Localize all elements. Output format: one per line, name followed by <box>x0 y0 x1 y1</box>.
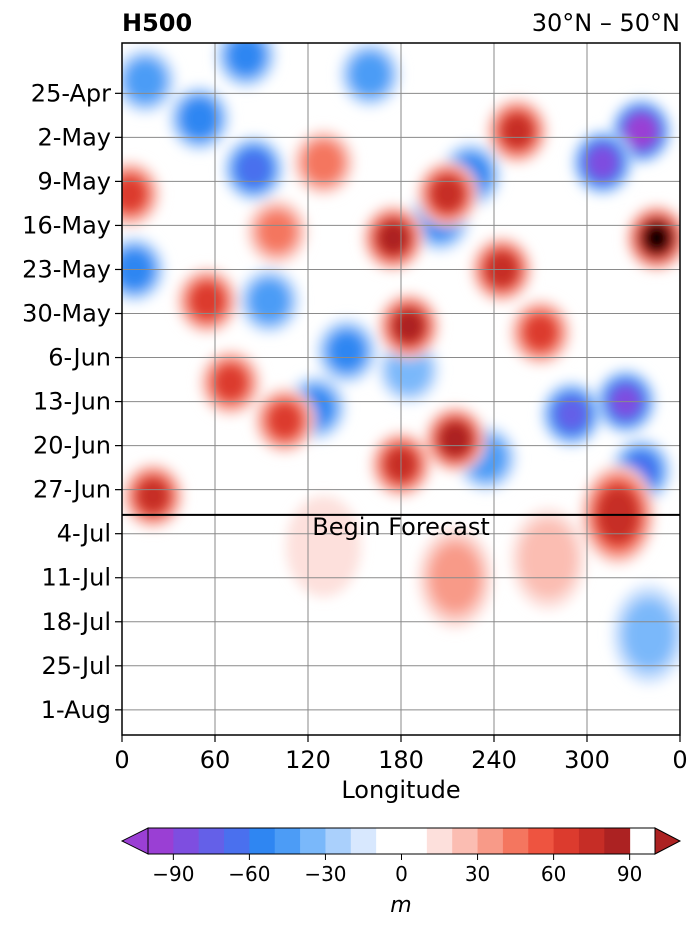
anomaly-blob <box>236 150 271 187</box>
anomaly-blob <box>387 347 431 394</box>
colorbar-tick-label: −60 <box>228 862 270 886</box>
colorbar-segment <box>224 828 250 854</box>
colorbar-segment <box>173 828 200 854</box>
x-tick-label: 0 <box>672 746 687 774</box>
colorbar-segment <box>426 828 453 854</box>
colorbar-segment <box>452 828 479 854</box>
colorbar-segment <box>376 828 428 854</box>
y-tick-label: 13-Jun <box>33 388 111 416</box>
chart-title-right: 30°N – 50°N <box>532 9 680 37</box>
anomaly-blob <box>624 600 674 668</box>
anomaly-blob <box>249 280 289 322</box>
anomaly-blob <box>439 422 471 456</box>
anomaly-blob <box>125 60 165 102</box>
y-tick-label: 6-Jun <box>48 344 111 372</box>
anomaly-blob <box>378 222 408 254</box>
colorbar-segment <box>502 828 529 854</box>
anomaly-blob <box>502 114 533 148</box>
colorbar-segment <box>528 828 555 854</box>
chart-title-left: H500 <box>122 9 192 37</box>
y-tick-label: 2-May <box>37 123 111 151</box>
colorbar-tick-label: −30 <box>304 862 346 886</box>
anomaly-blob <box>268 403 301 438</box>
colorbar-segment <box>148 828 174 854</box>
anomaly-blob <box>587 146 618 179</box>
colorbar-extend-max <box>654 827 682 855</box>
y-tick-label: 18-Jul <box>42 608 112 636</box>
x-tick-label: 60 <box>200 746 231 774</box>
anomaly-blob <box>258 212 296 252</box>
titles: H500 30°N – 50°N <box>122 9 680 37</box>
y-tick-label: 30-May <box>22 300 111 328</box>
y-tick-label: 11-Jul <box>42 564 112 592</box>
x-tick-label: 240 <box>471 746 517 774</box>
colorbar-segment <box>604 828 631 854</box>
anomaly-blob <box>286 495 361 597</box>
colorbar-segment <box>350 828 377 854</box>
y-tick-label: 9-May <box>37 167 111 195</box>
begin-forecast-label: Begin Forecast <box>312 513 490 541</box>
colorbar-tick-label: 0 <box>395 862 408 886</box>
y-tick-label: 1-Aug <box>41 696 111 724</box>
anomaly-blob <box>137 479 169 513</box>
y-tick-label: 16-May <box>22 211 111 239</box>
y-axis: 25-Apr 2-May 9-May 16-May 23-May 30-May 6-Jun 1… <box>22 79 122 724</box>
anomaly-blob <box>431 176 464 212</box>
anomaly-blob <box>524 315 557 350</box>
y-tick-label: 25-Apr <box>31 79 111 107</box>
anomaly-blob <box>122 177 146 211</box>
y-tick-label: 23-May <box>22 255 111 283</box>
colorbar-segment <box>477 828 504 854</box>
y-tick-label: 20-Jun <box>33 432 111 460</box>
anomaly-blob <box>181 99 218 138</box>
plot-area: Begin Forecast <box>121 42 681 736</box>
colorbar-segment <box>198 828 225 854</box>
anomaly-blob <box>214 365 247 400</box>
anomaly-blob <box>627 116 655 146</box>
anomaly-blob <box>229 43 263 74</box>
x-tick-label: 0 <box>114 746 129 774</box>
colorbar: −90 −60 −30 0 30 60 90 <box>120 827 682 886</box>
x-axis: 0 60 120 180 240 300 0 <box>114 735 688 774</box>
colorbar-tick-label: 60 <box>541 862 566 886</box>
colorbar-tick-label: 90 <box>617 862 642 886</box>
anomaly-blob <box>519 519 578 598</box>
anomaly-blob <box>190 282 225 319</box>
colorbar-tick-label: 30 <box>465 862 490 886</box>
gridlines <box>122 43 680 735</box>
anomaly-blob <box>394 310 424 342</box>
x-tick-label: 120 <box>285 746 331 774</box>
anomaly-blob <box>304 141 343 184</box>
x-tick-label: 180 <box>378 746 424 774</box>
x-tick-label: 300 <box>564 746 610 774</box>
colorbar-segment <box>249 828 276 854</box>
y-tick-label: 4-Jul <box>57 520 111 548</box>
colorbar-unit-label: m <box>390 893 411 918</box>
x-axis-label: Longitude <box>341 776 460 804</box>
colorbar-tick-label: −90 <box>152 862 194 886</box>
colorbar-segment <box>578 828 605 854</box>
y-tick-label: 25-Jul <box>42 652 112 680</box>
colorbar-extend-min <box>120 827 149 855</box>
y-tick-label: 27-Jun <box>33 476 111 504</box>
anomaly-blob <box>329 333 364 370</box>
colorbar-segment <box>300 828 326 854</box>
anomaly-blob <box>350 53 390 96</box>
anomaly-blob <box>556 398 587 431</box>
colorbar-segment <box>325 828 352 854</box>
colorbar-segment <box>553 828 580 854</box>
anomaly-blob <box>641 222 672 254</box>
colorbar-segment <box>274 828 301 854</box>
